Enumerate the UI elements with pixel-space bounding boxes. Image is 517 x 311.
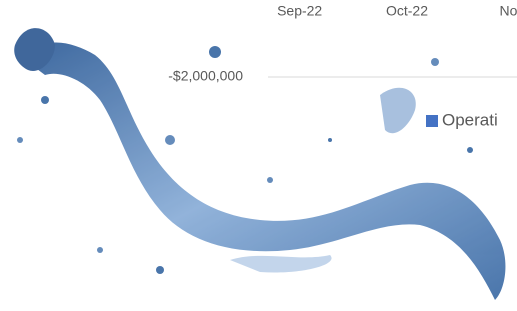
- splash-spray: [380, 88, 416, 133]
- droplet: [41, 96, 49, 104]
- splash-ripple: [230, 255, 332, 273]
- droplet: [431, 58, 439, 66]
- droplet: [97, 247, 103, 253]
- x-tick-label: Nov-: [500, 3, 517, 19]
- droplet: [156, 266, 164, 274]
- splash-image: [14, 28, 505, 300]
- chart: -$2,000,000 Sep-22 Oct-22 Nov- Operati: [0, 0, 517, 311]
- x-tick-label: Sep-22: [277, 3, 322, 19]
- droplet: [17, 137, 23, 143]
- legend-swatch: [426, 115, 438, 127]
- droplet: [209, 46, 221, 58]
- legend-label: Operati: [442, 110, 498, 129]
- droplet: [267, 177, 273, 183]
- droplet: [165, 135, 175, 145]
- droplet: [467, 147, 473, 153]
- droplet: [328, 138, 332, 142]
- y-tick-label: -$2,000,000: [168, 68, 243, 84]
- x-tick-label: Oct-22: [386, 3, 428, 19]
